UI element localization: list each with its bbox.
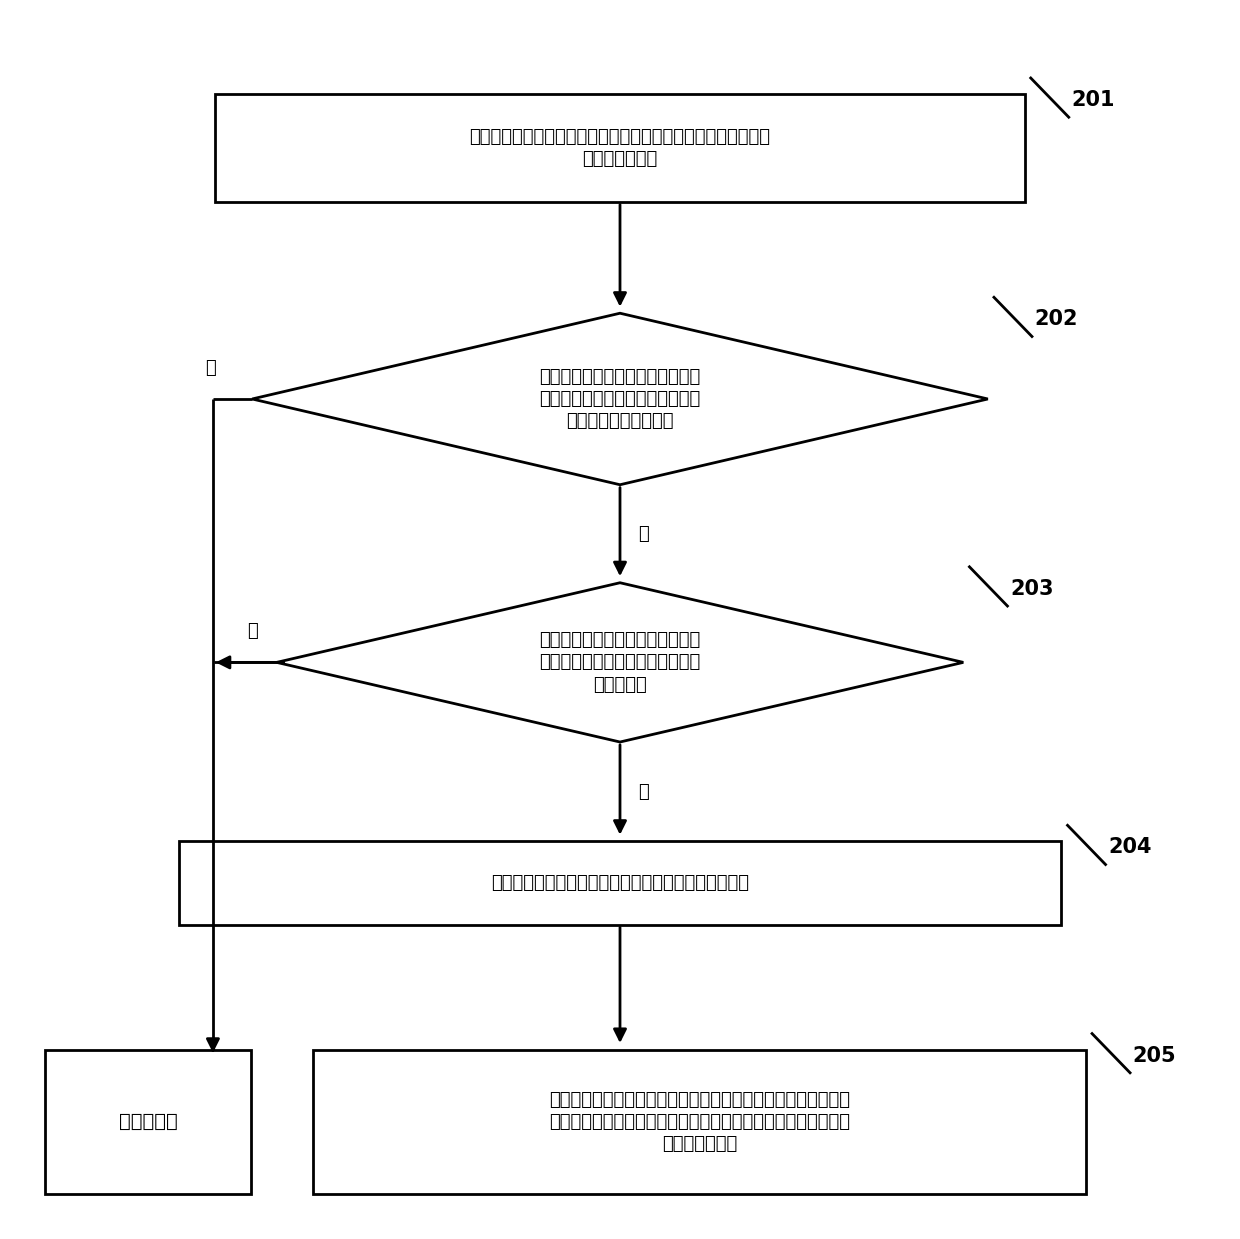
Text: 204: 204: [1109, 838, 1152, 857]
Text: 否: 否: [205, 359, 216, 377]
Text: 是: 是: [639, 783, 650, 800]
Text: 穿戴设备控制骨传导喇叭将用于播报穿戴设备执行上述某一种与
声音有关操作时的结果及过程的音频信号转换为振动信号并通过
骨介质进行传递: 穿戴设备控制骨传导喇叭将用于播报穿戴设备执行上述某一种与 声音有关操作时的结果及…: [549, 1090, 851, 1154]
Text: 否: 否: [248, 622, 258, 641]
Bar: [314, 1049, 1086, 1194]
Text: 201: 201: [1071, 90, 1115, 110]
Text: 结束本流程: 结束本流程: [119, 1113, 177, 1131]
Text: 穿戴设备在穿戴设备的骨传导喇叭被激活后，开启穿戴设备的语
音指令识别模式: 穿戴设备在穿戴设备的骨传导喇叭被激活后，开启穿戴设备的语 音指令识别模式: [470, 128, 770, 169]
Polygon shape: [277, 582, 963, 742]
Text: 穿戴设备触发穿戴设备执行上述某一种与声音有关操作: 穿戴设备触发穿戴设备执行上述某一种与声音有关操作: [491, 873, 749, 892]
Text: 穿戴设备在语音指令识别模式下，
识别是否收到用于执行某一种与声
音有关操作的语音指令: 穿戴设备在语音指令识别模式下， 识别是否收到用于执行某一种与声 音有关操作的语音…: [539, 368, 701, 430]
Bar: [45, 1049, 250, 1194]
Text: 203: 203: [1009, 579, 1054, 598]
Bar: [216, 94, 1024, 202]
Text: 校验上述语音指令的声纹特征是否
与穿戴设备存储的合法用户的声纹
特征相匹配: 校验上述语音指令的声纹特征是否 与穿戴设备存储的合法用户的声纹 特征相匹配: [539, 631, 701, 694]
Text: 205: 205: [1132, 1046, 1176, 1066]
Bar: [179, 841, 1061, 924]
Text: 是: 是: [639, 525, 650, 543]
Text: 202: 202: [1034, 310, 1078, 330]
Polygon shape: [252, 313, 988, 484]
